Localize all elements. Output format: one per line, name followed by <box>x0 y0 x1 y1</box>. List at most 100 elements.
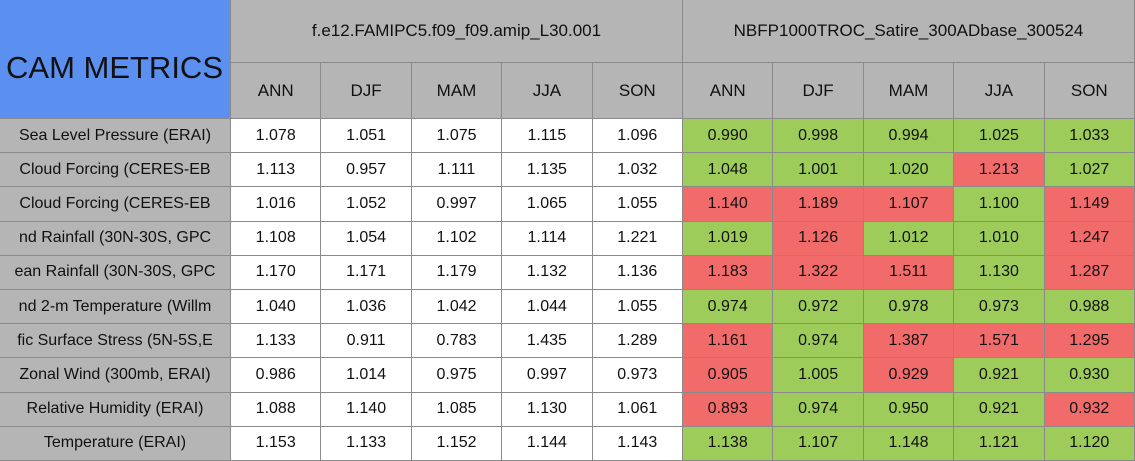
value-cell: 1.036 <box>321 290 412 325</box>
season-header: ANN <box>231 63 322 119</box>
season-header: MAM <box>863 63 955 119</box>
value-cell: 0.930 <box>1044 358 1135 393</box>
value-cell: 1.221 <box>592 221 683 256</box>
value-cell: 0.990 <box>683 119 774 154</box>
value-cell: 0.921 <box>954 358 1045 393</box>
value-cell: 1.100 <box>954 187 1045 222</box>
season-header: SON <box>1044 63 1135 119</box>
value-cell: 1.088 <box>231 392 322 427</box>
row-label: Temperature (ERAI) <box>0 426 231 461</box>
value-cell: 0.994 <box>863 119 955 154</box>
value-cell: 1.051 <box>321 119 412 154</box>
value-cell: 1.078 <box>231 119 322 154</box>
value-cell: 1.033 <box>1044 119 1135 154</box>
value-cell: 1.054 <box>321 221 412 256</box>
value-cell: 1.019 <box>683 221 774 256</box>
group-header: NBFP1000TROC_Satire_300ADbase_300524 <box>683 0 1135 63</box>
value-cell: 1.247 <box>1044 221 1135 256</box>
value-cell: 1.135 <box>502 153 593 188</box>
value-cell: 1.044 <box>502 290 593 325</box>
value-cell: 1.075 <box>411 119 503 154</box>
value-cell: 1.132 <box>502 255 593 290</box>
value-cell: 1.061 <box>592 392 683 427</box>
value-cell: 0.932 <box>1044 392 1135 427</box>
row-label: Relative Humidity (ERAI) <box>0 392 231 427</box>
value-cell: 1.065 <box>502 187 593 222</box>
season-header: JJA <box>502 63 593 119</box>
row-label: Zonal Wind (300mb, ERAI) <box>0 358 231 393</box>
value-cell: 1.179 <box>411 255 503 290</box>
value-cell: 0.921 <box>954 392 1045 427</box>
value-cell: 1.085 <box>411 392 503 427</box>
season-header: ANN <box>683 63 774 119</box>
season-header: SON <box>592 63 683 119</box>
value-cell: 1.571 <box>954 324 1045 359</box>
value-cell: 0.783 <box>411 324 503 359</box>
value-cell: 0.893 <box>683 392 774 427</box>
value-cell: 1.042 <box>411 290 503 325</box>
value-cell: 1.055 <box>592 290 683 325</box>
value-cell: 1.130 <box>502 392 593 427</box>
value-cell: 1.055 <box>592 187 683 222</box>
value-cell: 1.136 <box>592 255 683 290</box>
value-cell: 1.096 <box>592 119 683 154</box>
value-cell: 1.171 <box>321 255 412 290</box>
value-cell: 0.911 <box>321 324 412 359</box>
value-cell: 0.974 <box>773 392 864 427</box>
value-cell: 1.161 <box>683 324 774 359</box>
value-cell: 1.012 <box>863 221 955 256</box>
value-cell: 1.140 <box>321 392 412 427</box>
value-cell: 1.114 <box>502 221 593 256</box>
group-header: f.e12.FAMIPC5.f09_f09.amip_L30.001 <box>231 0 683 63</box>
value-cell: 1.143 <box>592 426 683 461</box>
table-title: CAM METRICS <box>0 0 231 119</box>
value-cell: 1.005 <box>773 358 864 393</box>
value-cell: 1.010 <box>954 221 1045 256</box>
value-cell: 1.107 <box>773 426 864 461</box>
value-cell: 0.988 <box>1044 290 1135 325</box>
season-header: DJF <box>321 63 412 119</box>
value-cell: 0.998 <box>773 119 864 154</box>
value-cell: 0.972 <box>773 290 864 325</box>
row-label: Cloud Forcing (CERES-EB <box>0 153 231 188</box>
value-cell: 1.108 <box>231 221 322 256</box>
value-cell: 1.287 <box>1044 255 1135 290</box>
value-cell: 1.016 <box>231 187 322 222</box>
value-cell: 1.130 <box>954 255 1045 290</box>
value-cell: 0.957 <box>321 153 412 188</box>
value-cell: 0.905 <box>683 358 774 393</box>
row-label: ean Rainfall (30N-30S, GPC <box>0 255 231 290</box>
value-cell: 0.997 <box>502 358 593 393</box>
value-cell: 0.997 <box>411 187 503 222</box>
row-label: fic Surface Stress (5N-5S,E <box>0 324 231 359</box>
value-cell: 1.133 <box>231 324 322 359</box>
value-cell: 1.121 <box>954 426 1045 461</box>
value-cell: 1.289 <box>592 324 683 359</box>
value-cell: 1.138 <box>683 426 774 461</box>
row-label: Sea Level Pressure (ERAI) <box>0 119 231 154</box>
value-cell: 1.153 <box>231 426 322 461</box>
value-cell: 1.107 <box>863 187 955 222</box>
value-cell: 1.133 <box>321 426 412 461</box>
value-cell: 0.978 <box>863 290 955 325</box>
row-label: Cloud Forcing (CERES-EB <box>0 187 231 222</box>
season-header: JJA <box>954 63 1045 119</box>
value-cell: 1.148 <box>863 426 955 461</box>
row-label: nd Rainfall (30N-30S, GPC <box>0 221 231 256</box>
value-cell: 0.973 <box>954 290 1045 325</box>
value-cell: 0.975 <box>411 358 503 393</box>
value-cell: 1.387 <box>863 324 955 359</box>
value-cell: 1.120 <box>1044 426 1135 461</box>
value-cell: 1.052 <box>321 187 412 222</box>
value-cell: 1.115 <box>502 119 593 154</box>
value-cell: 1.048 <box>683 153 774 188</box>
value-cell: 1.213 <box>954 153 1045 188</box>
season-header: MAM <box>411 63 503 119</box>
value-cell: 0.986 <box>231 358 322 393</box>
value-cell: 1.322 <box>773 255 864 290</box>
value-cell: 1.027 <box>1044 153 1135 188</box>
value-cell: 0.974 <box>683 290 774 325</box>
value-cell: 1.189 <box>773 187 864 222</box>
value-cell: 1.183 <box>683 255 774 290</box>
